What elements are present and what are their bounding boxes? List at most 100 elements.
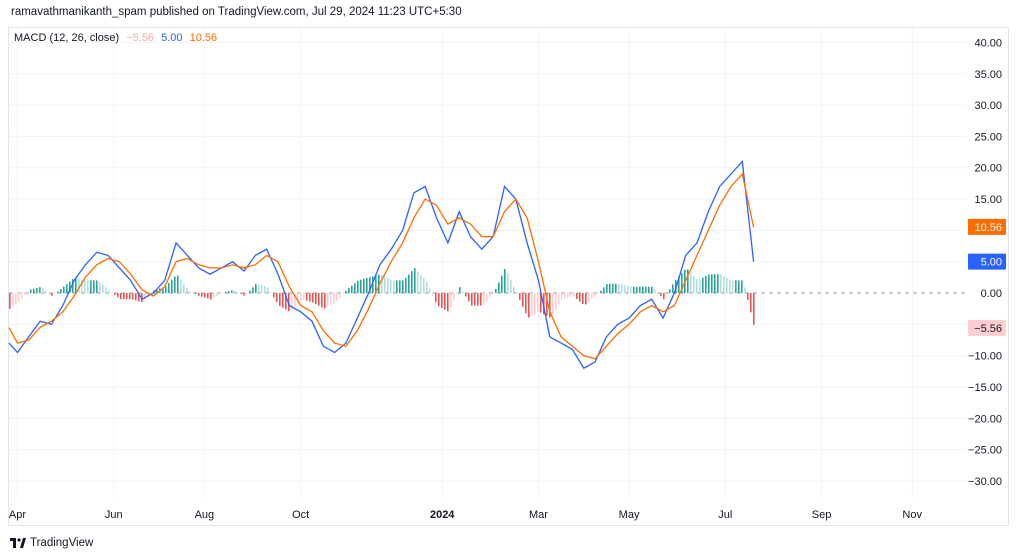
histogram-bar bbox=[489, 293, 491, 298]
histogram-bar bbox=[171, 279, 173, 293]
histogram-bar bbox=[504, 269, 506, 293]
legend-title: MACD (12, 26, close) bbox=[14, 32, 120, 44]
histogram-bar bbox=[300, 293, 302, 300]
histogram-bar bbox=[210, 293, 212, 300]
histogram-bar bbox=[747, 293, 749, 300]
histogram-bar bbox=[363, 278, 365, 293]
histogram-bar bbox=[417, 271, 419, 293]
histogram-bar bbox=[699, 279, 701, 293]
histogram-bar bbox=[330, 293, 332, 305]
histogram-bar bbox=[339, 293, 341, 298]
histogram-bar bbox=[687, 269, 689, 293]
histogram-bar bbox=[357, 280, 359, 293]
histogram-bar bbox=[591, 293, 593, 300]
histogram-bar bbox=[414, 268, 416, 293]
histogram-bar bbox=[717, 274, 719, 293]
histogram-bar bbox=[162, 287, 164, 293]
histogram-bar bbox=[189, 290, 191, 293]
histogram-bar bbox=[192, 292, 194, 293]
histogram-bar bbox=[249, 290, 251, 293]
histogram-bar bbox=[630, 286, 632, 293]
x-tick-label: 2024 bbox=[430, 509, 455, 521]
histogram-bar bbox=[90, 280, 92, 293]
histogram-bar bbox=[93, 280, 95, 293]
histogram-bar bbox=[441, 293, 443, 308]
x-tick-label: Sep bbox=[812, 509, 832, 521]
histogram-bar bbox=[501, 275, 503, 293]
histogram-bar bbox=[234, 290, 236, 293]
histogram-bar bbox=[531, 293, 533, 316]
histogram-bar bbox=[69, 281, 71, 293]
histogram-bar bbox=[165, 286, 167, 293]
histogram-bar bbox=[45, 290, 47, 293]
histogram-bar bbox=[600, 290, 602, 293]
y-tick-label: 0.00 bbox=[981, 288, 1002, 300]
histogram-bar bbox=[342, 293, 344, 295]
y-tick-label: −30.00 bbox=[968, 476, 1002, 488]
histogram-bar bbox=[228, 291, 230, 293]
histogram-bar bbox=[753, 293, 755, 325]
histogram-bar bbox=[621, 284, 623, 293]
histogram-bar bbox=[552, 293, 554, 315]
histogram-bar bbox=[114, 293, 116, 295]
histogram-bar bbox=[669, 289, 671, 293]
histogram-bar bbox=[690, 272, 692, 293]
histogram-bar bbox=[462, 291, 464, 293]
y-tick-label: −25.00 bbox=[968, 445, 1002, 457]
indicator-legend[interactable]: MACD (12, 26, close) −5.56 5.00 10.56 bbox=[14, 32, 221, 44]
macd-value-badge-text: 5.00 bbox=[981, 257, 1002, 269]
histogram-bar bbox=[651, 286, 653, 293]
histogram-bar bbox=[219, 293, 221, 295]
histogram-value-badge-text: −5.56 bbox=[974, 323, 1002, 335]
brand-footer[interactable]: TradingView bbox=[10, 535, 93, 551]
legend-macd-value: 5.00 bbox=[161, 32, 183, 44]
histogram-bar bbox=[729, 279, 731, 293]
histogram-bar bbox=[201, 293, 203, 297]
histogram-bar bbox=[528, 293, 530, 318]
histogram-bar bbox=[540, 293, 542, 313]
histogram-bar bbox=[282, 293, 284, 308]
histogram-bar bbox=[279, 293, 281, 307]
histogram-bar bbox=[576, 293, 578, 300]
histogram-bar bbox=[267, 287, 269, 293]
histogram-bar bbox=[126, 293, 128, 300]
histogram-bar bbox=[567, 293, 569, 298]
histogram-bar bbox=[603, 287, 605, 293]
histogram-bar bbox=[444, 293, 446, 310]
histogram-bar bbox=[396, 280, 398, 293]
histogram-bar bbox=[321, 293, 323, 308]
histogram-bar bbox=[597, 293, 599, 295]
histogram-bar bbox=[336, 293, 338, 301]
histogram-bar bbox=[711, 274, 713, 293]
histogram-bar bbox=[360, 279, 362, 293]
histogram-bar bbox=[132, 293, 134, 300]
histogram-bar bbox=[612, 283, 614, 293]
histogram-bar bbox=[378, 274, 380, 293]
histogram-bar bbox=[474, 293, 476, 306]
histogram-bar bbox=[618, 283, 620, 293]
histogram-bar bbox=[288, 293, 290, 312]
histogram-bar bbox=[750, 293, 752, 313]
histogram-bar bbox=[678, 276, 680, 293]
histogram-bar bbox=[369, 277, 371, 293]
histogram-bar bbox=[231, 290, 233, 293]
histogram-bar bbox=[105, 287, 107, 293]
histogram-bar bbox=[258, 284, 260, 293]
histogram-bar bbox=[549, 293, 551, 318]
histogram-bar bbox=[129, 293, 131, 300]
histogram-bar bbox=[273, 293, 275, 298]
histogram-bar bbox=[375, 275, 377, 293]
histogram-bar bbox=[285, 293, 287, 310]
histogram-bar bbox=[468, 293, 470, 302]
histogram-bar bbox=[198, 293, 200, 296]
histogram-bar bbox=[453, 293, 455, 301]
histogram-bar bbox=[312, 293, 314, 303]
histogram-bar bbox=[36, 287, 38, 293]
histogram-bar bbox=[681, 273, 683, 293]
histogram-bar bbox=[204, 293, 206, 298]
y-tick-label: −20.00 bbox=[968, 413, 1002, 425]
histogram-bar bbox=[237, 292, 239, 293]
histogram-bar bbox=[732, 280, 734, 293]
histogram-bar bbox=[648, 286, 650, 293]
